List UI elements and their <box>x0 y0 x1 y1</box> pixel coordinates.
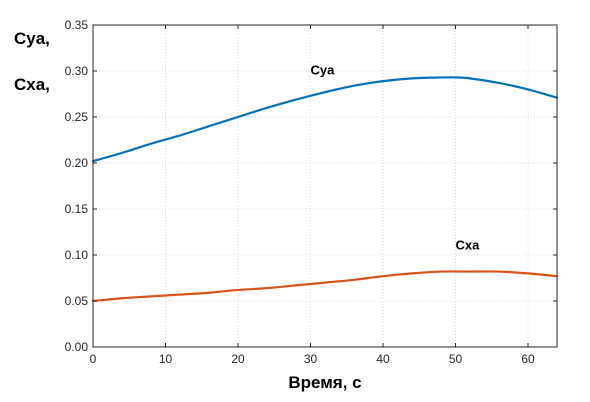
y-tick-label: 0.30 <box>65 64 89 78</box>
y-tick-label: 0.25 <box>65 110 89 124</box>
x-tick-label: 40 <box>376 352 390 366</box>
y-tick-label: 0.20 <box>65 156 89 170</box>
y-axis-label-cxa: Cxa, <box>14 75 50 94</box>
x-tick-label: 10 <box>159 352 173 366</box>
y-tick-label: 0.00 <box>65 340 89 354</box>
y-tick-label: 0.35 <box>65 18 89 32</box>
x-tick-label: 30 <box>304 352 318 366</box>
x-tick-label: 20 <box>231 352 245 366</box>
series-group: Cya Cxa <box>91 63 559 303</box>
series-label-cya: Cya <box>311 63 336 78</box>
y-tick-label: 0.05 <box>65 294 89 308</box>
grid <box>93 25 557 347</box>
y-axis-label-cya: Cya, <box>14 29 50 48</box>
axis-labels: Cya, Cxa, Время, с <box>14 29 362 392</box>
plot-area-frame <box>92 24 558 348</box>
series-label-cxa: Cxa <box>456 237 481 252</box>
series-line-cxa <box>91 270 559 303</box>
series-line-cya <box>91 76 559 163</box>
x-tick-label: 50 <box>449 352 463 366</box>
x-tick-label: 60 <box>521 352 535 366</box>
y-tick-label: 0.10 <box>65 248 89 262</box>
x-tick-label: 0 <box>90 352 97 366</box>
y-tick-label: 0.15 <box>65 202 89 216</box>
x-axis-label: Время, с <box>288 373 361 392</box>
axis-ticks: 0 10 20 30 40 50 60 0.00 0.05 0.10 0.15 0.20 0.25 0.3… <box>65 18 557 366</box>
